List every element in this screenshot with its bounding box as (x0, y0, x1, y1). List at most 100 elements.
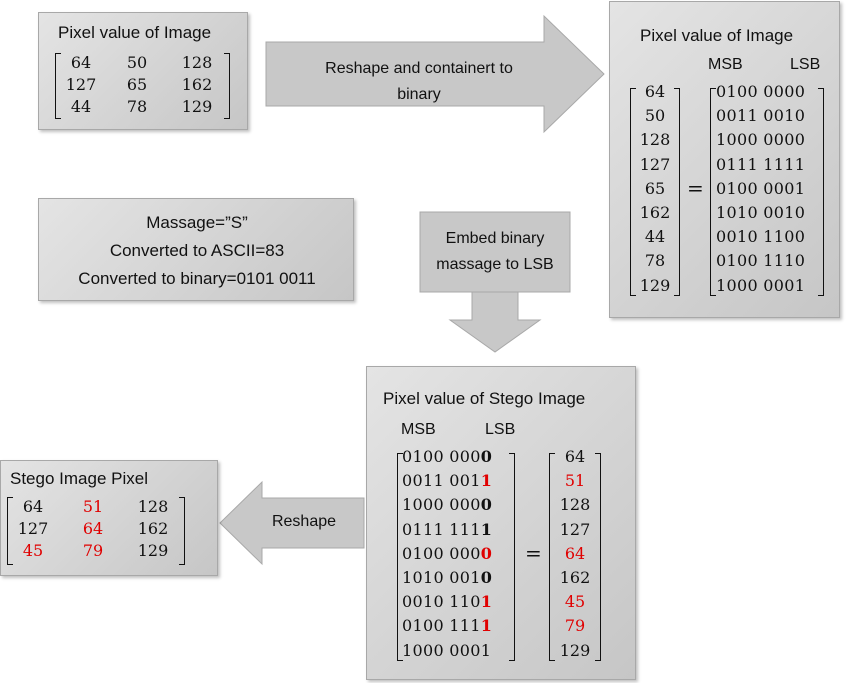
reshape-label: Reshape (271, 513, 337, 530)
reshape-binary-label: Reshape and containert to binary (284, 56, 554, 108)
binary-value: 0100 0000 (716, 82, 806, 101)
matrix-bracket-right (224, 53, 230, 119)
binary-value: 0111 1111 (716, 154, 806, 174)
binary-prefix: 0111 111 (402, 519, 481, 539)
matrix-cell: 127 (65, 75, 97, 94)
matrix-cell: 64 (70, 53, 92, 72)
original-pixel-title: Pixel value of Image (58, 23, 212, 42)
reshape-binary-line: binary (397, 86, 441, 103)
binary-pixel-title: Pixel value of Image (640, 26, 794, 45)
stego-value: 64 (564, 447, 586, 466)
binary-prefix: 0100 111 (402, 616, 481, 636)
matrix-bracket-left (7, 497, 13, 565)
matrix-cell: 162 (181, 75, 213, 94)
stego-value-bracket-right (595, 453, 601, 661)
stego-binary-value: 0100 0000 (402, 542, 492, 566)
binary-pixel-box: Pixel value of Image MSB LSB 64 50 128 1… (609, 1, 840, 318)
pixel-value: 65 (644, 178, 666, 198)
stego-binary-column: 0100 0000 0011 0011 1000 0000 0111 1111 … (402, 445, 492, 663)
stego-pixel-title: Stego Image Pixel (10, 469, 148, 488)
lsb-bit: 1 (480, 616, 493, 636)
matrix-bracket-right (179, 497, 185, 565)
binary-value: 1010 0010 (716, 203, 806, 223)
matrix-bracket-left (55, 53, 61, 119)
lsb-label: LSB (485, 421, 516, 438)
binary-bracket-left (710, 88, 716, 296)
matrix-cell: 50 (126, 53, 148, 72)
stego-value: 64 (564, 543, 586, 563)
binary-bracket-right (818, 88, 824, 296)
matrix-cell: 128 (181, 53, 213, 72)
pixel-value: 128 (639, 130, 671, 150)
binary-prefix: 0100 000 (402, 447, 481, 466)
stego-value: 127 (559, 519, 591, 539)
pixel-value-column: 64 50 128 127 65 162 44 78 129 (636, 80, 674, 298)
matrix-cell: 162 (137, 519, 169, 538)
pixel-value: 44 (644, 227, 666, 247)
stego-binary-bracket-right (509, 453, 515, 661)
pixel-value: 162 (639, 203, 671, 223)
lsb-bit: 0 (480, 568, 493, 588)
reshape-arrow (219, 480, 365, 566)
message-line: Converted to binary=0101 0011 (78, 269, 316, 288)
matrix-cell: 128 (137, 497, 169, 516)
matrix-cell: 79 (82, 541, 104, 560)
matrix-cell: 51 (82, 497, 104, 516)
value-bracket-right (674, 88, 680, 296)
embed-line: Embed binary (445, 230, 545, 247)
stego-value-column: 64 51 128 127 64 162 45 79 129 (555, 445, 595, 663)
message-line: Massage=”S” (146, 213, 248, 232)
value-bracket-left (630, 88, 636, 296)
stego-binary-value: 0010 1101 (402, 590, 492, 614)
stego-binary-value: 0100 1111 (402, 614, 492, 638)
reshape-binary-line: Reshape and containert to (325, 60, 513, 77)
stego-binary-value: 1000 0001 (402, 639, 492, 663)
stego-binary-box: Pixel value of Stego Image MSB LSB 0100 … (366, 366, 636, 680)
binary-value: 1000 0000 (716, 130, 806, 150)
stego-binary-value: 0111 1111 (402, 518, 492, 542)
stego-pixel-box: Stego Image Pixel 64 51 128 127 64 162 4… (0, 460, 218, 576)
stego-value: 162 (559, 568, 591, 588)
binary-prefix: 0011 001 (402, 471, 481, 491)
binary-prefix: 0100 000 (402, 543, 481, 563)
matrix-cell: 127 (17, 519, 49, 538)
binary-value: 0100 0001 (716, 178, 806, 198)
binary-prefix: 1000 0001 (402, 640, 492, 660)
matrix-cell: 78 (126, 97, 148, 116)
matrix-cell: 64 (22, 497, 44, 516)
binary-column: 0100 0000 0011 0010 1000 0000 0111 1111 … (716, 80, 805, 298)
msb-label: MSB (401, 421, 436, 438)
lsb-bit: 1 (480, 519, 493, 539)
binary-prefix: 1010 001 (402, 568, 481, 588)
equals-sign: = (687, 176, 704, 200)
embed-line: massage to LSB (436, 256, 554, 273)
stego-binary-title: Pixel value of Stego Image (383, 389, 586, 408)
binary-value: 0100 1110 (716, 251, 806, 271)
stego-value: 45 (564, 592, 586, 612)
matrix-cell: 45 (22, 541, 44, 560)
stego-binary-value: 0011 0011 (402, 469, 492, 493)
stego-value-bracket-left (549, 453, 555, 661)
lsb-bit: 1 (480, 592, 493, 612)
pixel-value: 64 (644, 82, 666, 101)
matrix-cell: 65 (126, 75, 148, 94)
lsb-bit: 0 (480, 495, 493, 515)
pixel-value: 129 (639, 275, 671, 295)
reshape-binary-arrow (265, 14, 605, 134)
matrix-cell: 44 (70, 97, 92, 116)
msb-label: MSB (708, 56, 743, 73)
stego-value: 128 (559, 495, 591, 515)
embed-arrow (419, 211, 571, 353)
lsb-label: LSB (790, 56, 821, 73)
message-box: Massage=”S” Converted to ASCII=83 Conver… (38, 198, 354, 301)
stego-binary-value: 0100 0000 (402, 445, 492, 469)
message-lines: Massage=”S” Converted to ASCII=83 Conver… (39, 209, 355, 293)
stego-value: 51 (564, 471, 586, 491)
embed-label: Embed binary massage to LSB (420, 226, 570, 278)
pixel-value: 127 (639, 154, 671, 174)
stego-binary-value: 1010 0010 (402, 566, 492, 590)
matrix-cell: 129 (137, 541, 169, 560)
stego-binary-bracket-left (397, 453, 403, 661)
message-line: Converted to ASCII=83 (109, 241, 285, 260)
binary-value: 0011 0010 (716, 106, 806, 126)
